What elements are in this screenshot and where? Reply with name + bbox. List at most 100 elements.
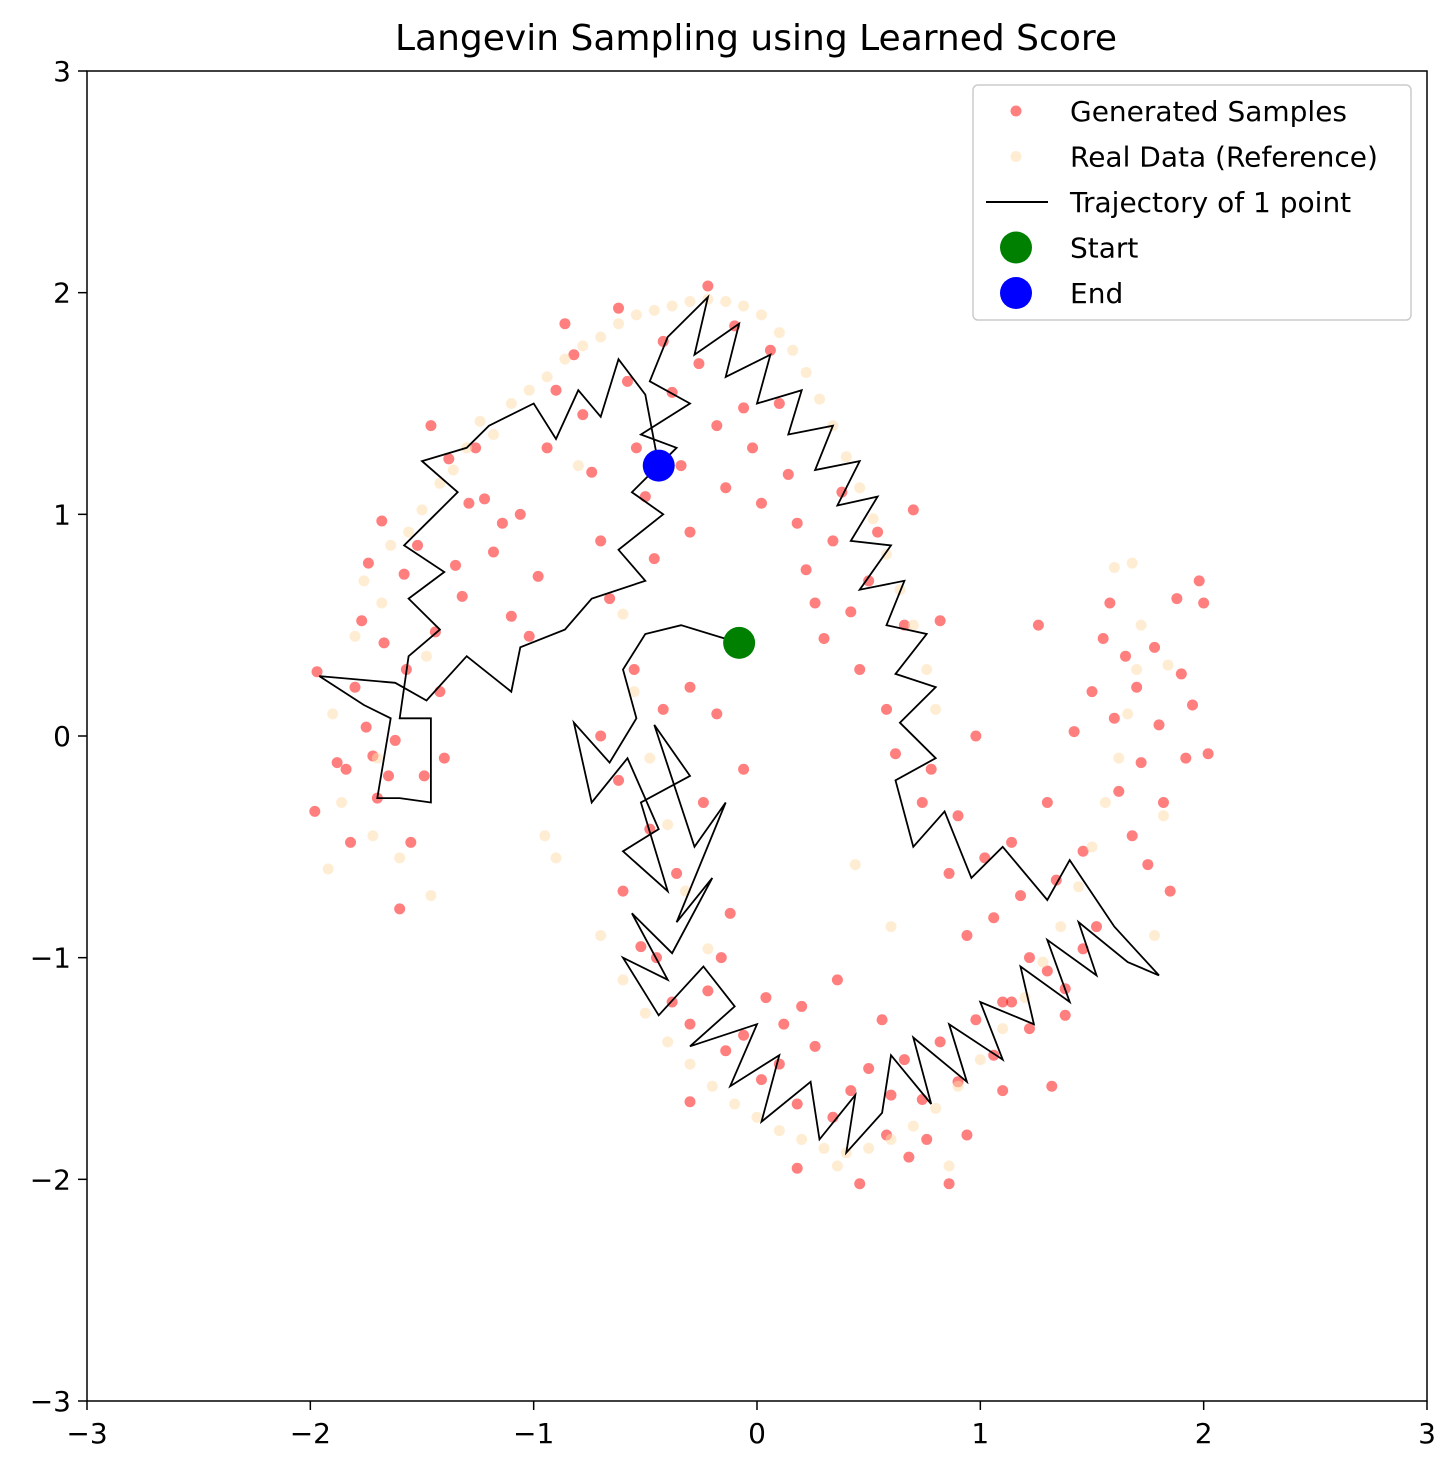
data-point: [943, 1160, 955, 1172]
data-point: [1090, 921, 1102, 933]
data-point: [1153, 719, 1165, 731]
data-point: [697, 797, 709, 808]
data-point: [738, 300, 750, 312]
data-point: [881, 703, 893, 715]
data-point: [684, 526, 696, 538]
data-point: [997, 1023, 1009, 1035]
legend-item: Real Data (Reference): [1010, 141, 1378, 174]
data-point: [791, 1098, 803, 1110]
data-point: [1142, 859, 1154, 871]
data-point: [1108, 712, 1120, 724]
data-point: [568, 349, 580, 361]
data-point: [1113, 785, 1125, 797]
data-point: [358, 575, 370, 587]
data-point: [434, 477, 446, 489]
data-point: [617, 974, 629, 986]
data-point: [1126, 557, 1138, 569]
data-point: [657, 703, 669, 715]
data-point: [595, 535, 607, 547]
data-point: [443, 453, 455, 465]
data-point: [889, 748, 901, 760]
data-point: [383, 770, 394, 782]
data-point: [336, 797, 348, 808]
legend-swatch: [1000, 277, 1032, 309]
axes: −3 −2 −1 0 1 2 3 −3 −2 −1 0 1 2 3: [30, 55, 1436, 1450]
data-point: [403, 526, 415, 538]
data-point: [738, 763, 750, 775]
data-point: [1086, 841, 1098, 853]
data-point: [539, 830, 551, 842]
data-point: [925, 763, 937, 775]
data-point: [340, 763, 352, 775]
data-point: [604, 593, 616, 605]
legend-item: End: [1000, 277, 1123, 310]
data-point: [331, 757, 343, 769]
data-point: [613, 318, 625, 330]
data-point: [711, 420, 723, 432]
data-point: [693, 358, 705, 370]
data-point: [559, 318, 571, 330]
x-tick-label: −2: [290, 1417, 331, 1450]
data-point: [773, 398, 785, 409]
plot-area: [309, 280, 1214, 1190]
legend-item: Generated Samples: [1010, 95, 1347, 128]
data-point: [930, 703, 942, 715]
data-point: [1006, 836, 1018, 848]
data-point: [1164, 885, 1176, 897]
data-point: [644, 752, 656, 764]
data-point: [854, 482, 866, 494]
data-point: [360, 721, 372, 733]
data-point: [550, 852, 562, 864]
data-point: [523, 384, 535, 396]
data-point: [800, 366, 812, 378]
data-point: [1135, 757, 1147, 769]
data-point: [1149, 930, 1161, 941]
data-point: [416, 504, 428, 516]
data-point: [1068, 726, 1080, 738]
data-point: [1023, 952, 1035, 964]
data-point: [309, 805, 321, 817]
data-point: [1157, 797, 1169, 808]
data-point: [930, 1102, 942, 1114]
y-tick-label: 0: [53, 720, 71, 753]
data-point: [1193, 575, 1205, 587]
data-point: [863, 575, 875, 587]
data-point: [389, 734, 401, 746]
data-point: [952, 810, 964, 822]
data-point: [702, 943, 714, 955]
legend-swatch: [1010, 151, 1022, 162]
data-point: [796, 1133, 808, 1145]
data-point: [412, 539, 424, 551]
data-point: [666, 300, 678, 312]
data-point: [487, 546, 499, 558]
x-tick-label: 2: [1195, 1417, 1213, 1450]
data-point: [863, 1142, 875, 1154]
data-point: [916, 797, 928, 808]
data-point: [809, 597, 821, 609]
data-point: [1202, 748, 1214, 760]
data-point: [1073, 881, 1085, 893]
trajectory-line: [318, 294, 1160, 1156]
data-point: [720, 482, 732, 494]
data-point: [635, 941, 647, 953]
data-point: [1135, 619, 1147, 631]
data-point: [796, 1000, 808, 1012]
data-point: [394, 903, 406, 915]
data-point: [715, 952, 727, 964]
x-tick-label: −3: [66, 1417, 107, 1450]
data-point: [367, 830, 379, 842]
data-point: [943, 867, 955, 879]
legend-item: Trajectory of 1 point: [986, 186, 1351, 219]
data-point: [327, 708, 339, 720]
data-point: [523, 630, 535, 642]
data-point: [773, 1125, 785, 1137]
data-point: [541, 442, 553, 454]
data-point: [532, 570, 544, 582]
data-point: [1099, 797, 1111, 808]
data-point: [595, 331, 607, 343]
data-point: [376, 515, 388, 527]
data-point: [684, 1096, 696, 1108]
data-point: [657, 335, 669, 347]
data-point: [628, 686, 640, 698]
data-point: [885, 1089, 897, 1101]
